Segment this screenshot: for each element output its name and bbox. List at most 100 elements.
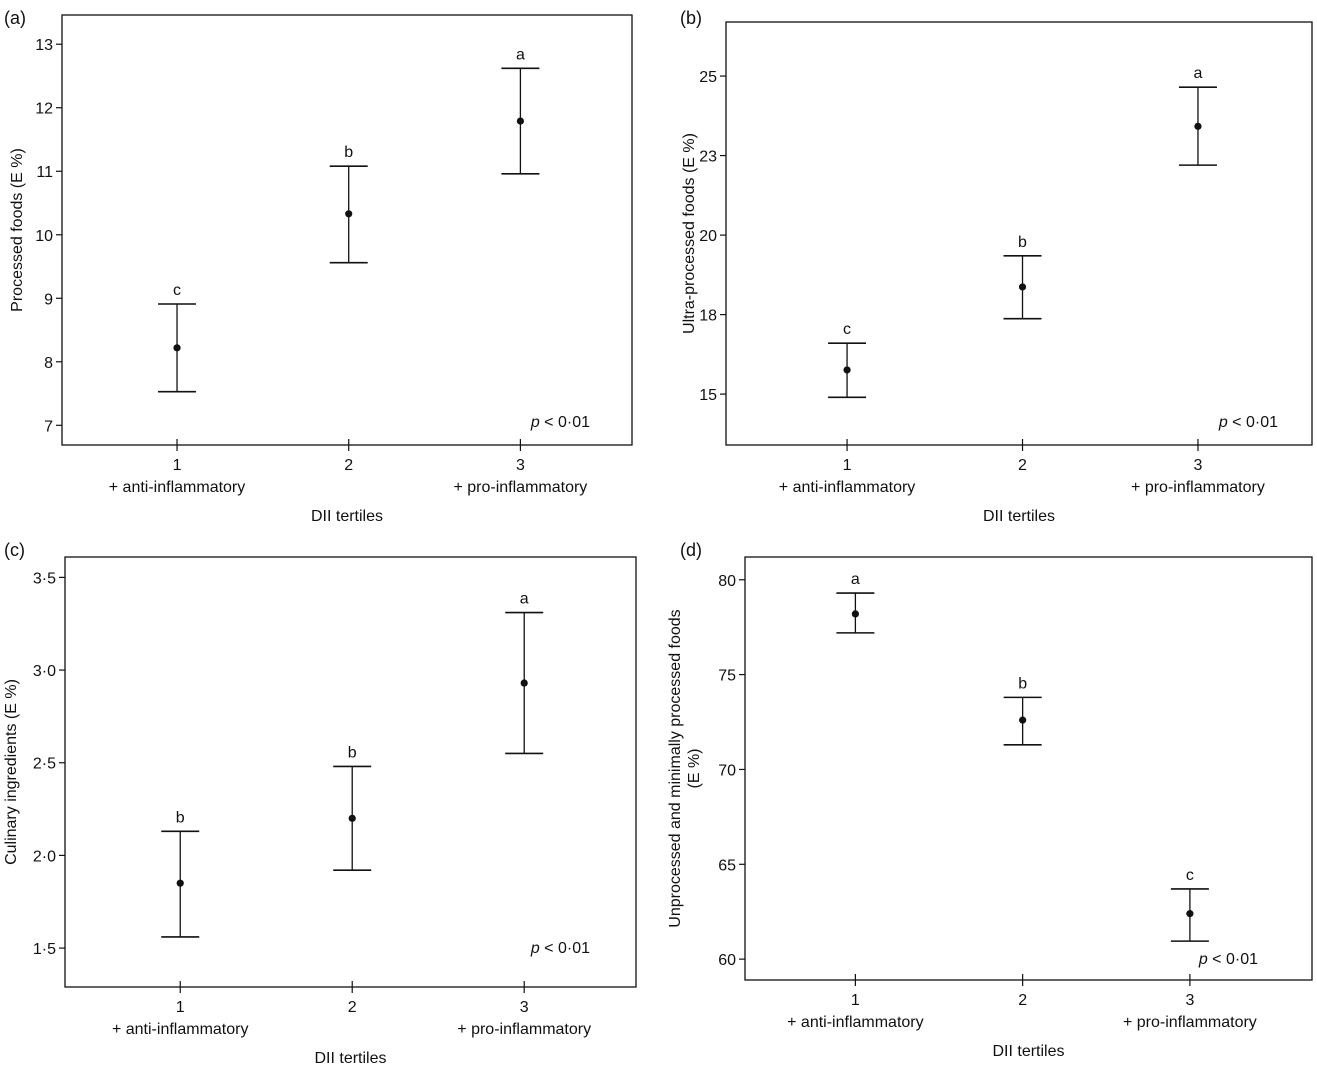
- y-tick-label: 70: [718, 762, 736, 779]
- panel-label: (c): [4, 540, 25, 560]
- p-value-text: < 0·01: [1208, 951, 1258, 968]
- group-letter: c: [1186, 867, 1194, 884]
- group-letter: b: [176, 809, 185, 826]
- x-tick-sublabel: + anti-inflammatory: [779, 479, 916, 496]
- p-symbol: p: [1198, 951, 1208, 968]
- y-axis-label: (E %): [686, 749, 703, 789]
- x-tick-label: 1: [851, 992, 860, 1009]
- p-value: p < 0·01: [1198, 951, 1258, 968]
- y-tick-label: 13: [35, 37, 53, 54]
- y-tick-label: 11: [36, 164, 53, 181]
- plot-frame: [64, 556, 637, 988]
- group-letter: c: [843, 321, 851, 338]
- y-tick-label: 2·0: [33, 848, 56, 865]
- error-bar-group: a: [1178, 65, 1217, 166]
- mean-point: [516, 117, 525, 125]
- y-tick-label: 60: [718, 952, 736, 969]
- y-tick-label: 15: [699, 387, 717, 404]
- p-value: p < 0·01: [530, 414, 590, 431]
- y-axis-label: Ultra-processed foods (E %): [681, 133, 698, 334]
- y-tick-label: 8: [44, 355, 53, 372]
- p-value-text: < 0·01: [540, 414, 590, 431]
- x-tick-sublabel: + anti-inflammatory: [112, 1021, 249, 1038]
- error-bar-group: a: [505, 591, 544, 755]
- y-axis-label: Processed foods (E %): [9, 148, 26, 312]
- y-tick-label: 25: [699, 69, 717, 86]
- error-bar-group: a: [836, 571, 875, 634]
- x-tick-label: 1: [843, 457, 852, 474]
- y-tick-label: 80: [718, 573, 736, 590]
- mean-point: [345, 210, 353, 218]
- panel-d: (d) 60 65 70 75 80 1 + anti-inflammatory 2 3 + pro…: [667, 540, 1313, 1060]
- plot-frame: [744, 556, 1313, 981]
- x-tick-sublabel: + pro-inflammatory: [1131, 479, 1265, 496]
- group-letter: a: [516, 46, 525, 63]
- error-bar-group: b: [329, 144, 368, 264]
- error-bar-group: b: [161, 809, 200, 938]
- group-letter: b: [1018, 675, 1027, 692]
- y-tick-label: 18: [699, 308, 717, 325]
- x-tick-sublabel: + pro-inflammatory: [1123, 1014, 1257, 1031]
- x-tick-label: 1: [176, 999, 185, 1016]
- x-tick-label: 3: [520, 999, 529, 1016]
- p-symbol: p: [530, 414, 540, 431]
- p-symbol: p: [1218, 414, 1228, 431]
- mean-point: [348, 814, 356, 822]
- group-letter: a: [1194, 65, 1203, 82]
- x-axis-label: DII tertiles: [992, 1043, 1064, 1060]
- group-letter: b: [1018, 234, 1027, 251]
- y-tick-label: 10: [35, 228, 53, 245]
- mean-point: [1186, 910, 1194, 918]
- mean-point: [851, 610, 859, 618]
- x-tick-sublabel: + anti-inflammatory: [787, 1014, 924, 1031]
- y-tick-label: 75: [718, 668, 736, 685]
- p-value-text: < 0·01: [540, 940, 590, 957]
- group-letter: b: [348, 744, 357, 761]
- x-tick-label: 2: [348, 999, 357, 1016]
- plot-frame: [61, 14, 633, 446]
- error-bar-group: a: [501, 46, 540, 175]
- y-tick-label: 2·5: [33, 756, 56, 773]
- y-tick-label: 12: [35, 101, 53, 118]
- x-tick-sublabel: + anti-inflammatory: [109, 479, 246, 496]
- p-value: p < 0·01: [530, 940, 590, 957]
- error-bar-group: c: [1170, 867, 1209, 942]
- group-letter: b: [344, 144, 353, 161]
- panel-label: (a): [4, 8, 26, 28]
- x-tick-sublabel: + pro-inflammatory: [453, 479, 587, 496]
- y-tick-label: 20: [699, 228, 717, 245]
- y-axis-label: Unprocessed and minimally processed food…: [667, 609, 684, 927]
- panel-label: (b): [680, 8, 702, 28]
- y-tick-label: 9: [44, 291, 53, 308]
- mean-point: [520, 679, 528, 687]
- error-bar-group: c: [158, 282, 197, 393]
- y-tick-label: 23: [699, 149, 717, 166]
- group-letter: c: [173, 282, 181, 299]
- x-tick-label: 3: [1185, 992, 1194, 1009]
- y-tick-label: 7: [44, 418, 53, 435]
- x-tick-label: 3: [516, 457, 525, 474]
- y-tick-label: 3·0: [33, 663, 56, 680]
- x-tick-label: 1: [173, 457, 182, 474]
- p-value-text: < 0·01: [1228, 414, 1278, 431]
- mean-point: [1194, 122, 1202, 130]
- mean-point: [173, 344, 181, 352]
- x-axis-label: DII tertiles: [983, 508, 1055, 525]
- error-bar-group: b: [1003, 234, 1042, 320]
- x-tick-sublabel: + pro-inflammatory: [457, 1021, 591, 1038]
- y-tick-label: 65: [718, 857, 736, 874]
- p-symbol: p: [530, 940, 540, 957]
- mean-point: [843, 366, 851, 374]
- plot-frame: [725, 21, 1313, 446]
- x-tick-label: 3: [1194, 457, 1203, 474]
- y-tick-label: 1·5: [33, 941, 56, 958]
- panel-c: (c) 1·5 2·0 2·5 3·0 3·5 1 + anti-inflammatory 2 3…: [3, 540, 637, 1067]
- mean-point: [176, 879, 184, 887]
- panel-label: (d): [680, 540, 702, 560]
- error-bar-group: c: [828, 321, 867, 399]
- x-tick-label: 2: [1018, 992, 1027, 1009]
- x-axis-label: DII tertiles: [314, 1050, 386, 1067]
- x-tick-label: 2: [1018, 457, 1027, 474]
